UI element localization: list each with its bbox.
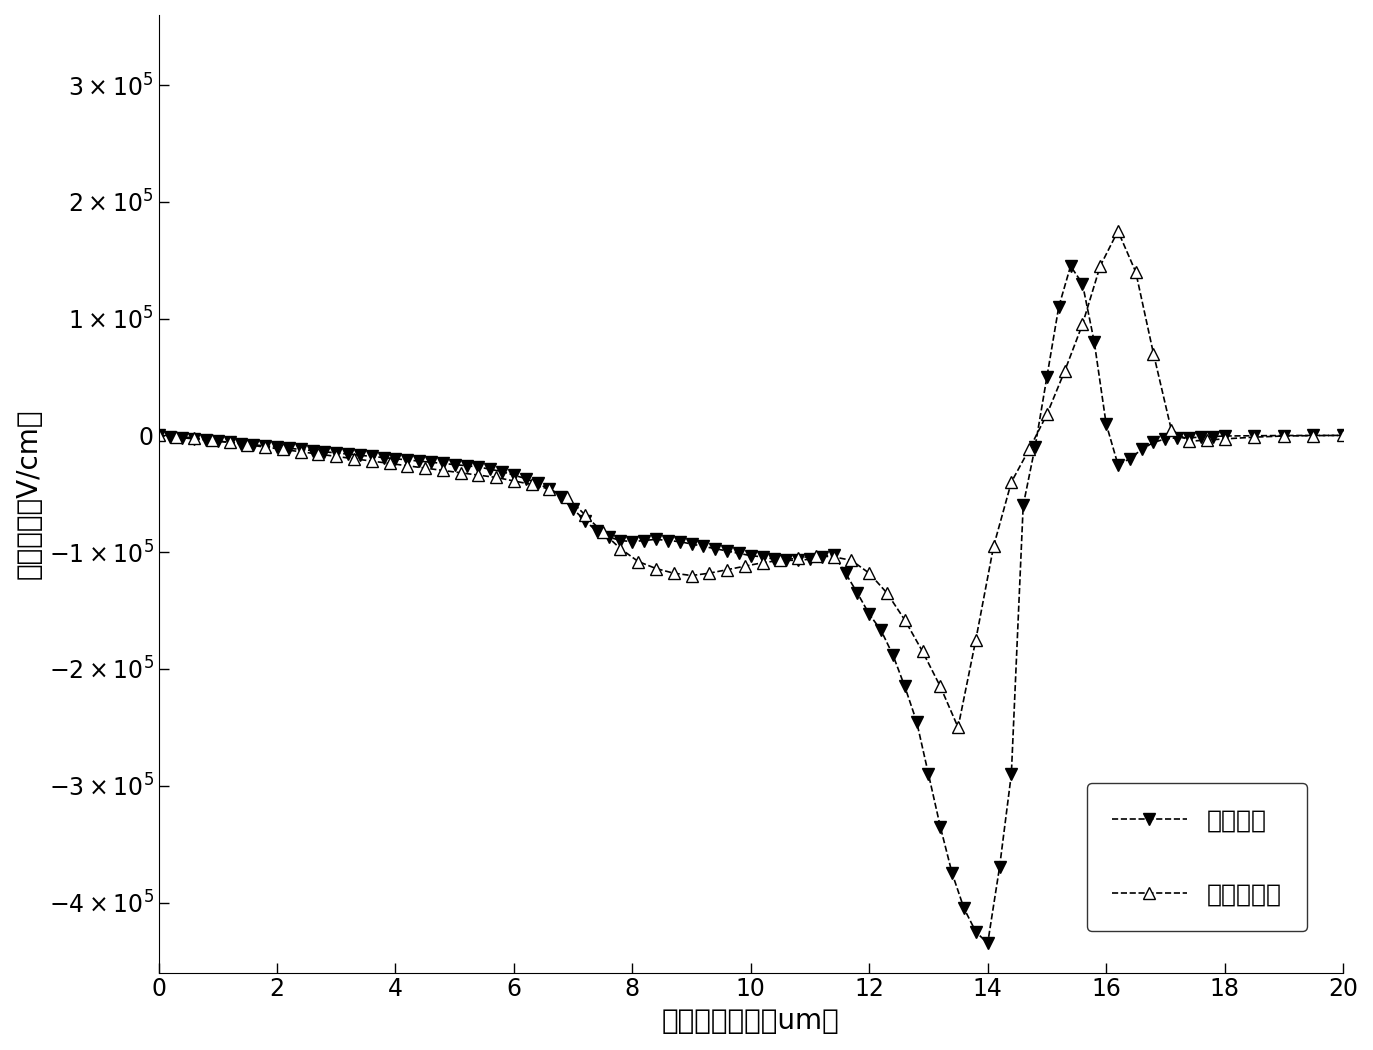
本发明结构	[150, 429, 166, 442]
Y-axis label: 纵向电场（V/cm）: 纵向电场（V/cm）	[15, 408, 43, 579]
本发明结构	[630, 555, 647, 568]
一般结构	[932, 820, 949, 833]
本发明结构	[1335, 429, 1351, 442]
本发明结构	[1163, 423, 1179, 436]
本发明结构	[1109, 225, 1126, 237]
X-axis label: 器件横向位置（um）: 器件横向位置（um）	[662, 1007, 840, 1035]
一般结构	[991, 861, 1008, 874]
本发明结构	[1276, 429, 1292, 442]
Line: 一般结构: 一般结构	[152, 259, 1350, 949]
Legend: 一般结构, 本发明结构: 一般结构, 本发明结构	[1087, 783, 1307, 931]
本发明结构	[737, 560, 754, 572]
一般结构	[909, 715, 925, 728]
一般结构	[1335, 429, 1351, 442]
本发明结构	[417, 462, 434, 475]
一般结构	[979, 937, 995, 949]
Line: 本发明结构: 本发明结构	[152, 225, 1350, 734]
一般结构	[351, 449, 368, 462]
一般结构	[1063, 259, 1079, 272]
一般结构	[968, 925, 984, 938]
本发明结构	[487, 471, 504, 484]
一般结构	[198, 434, 214, 446]
一般结构	[150, 429, 166, 442]
本发明结构	[950, 721, 967, 734]
